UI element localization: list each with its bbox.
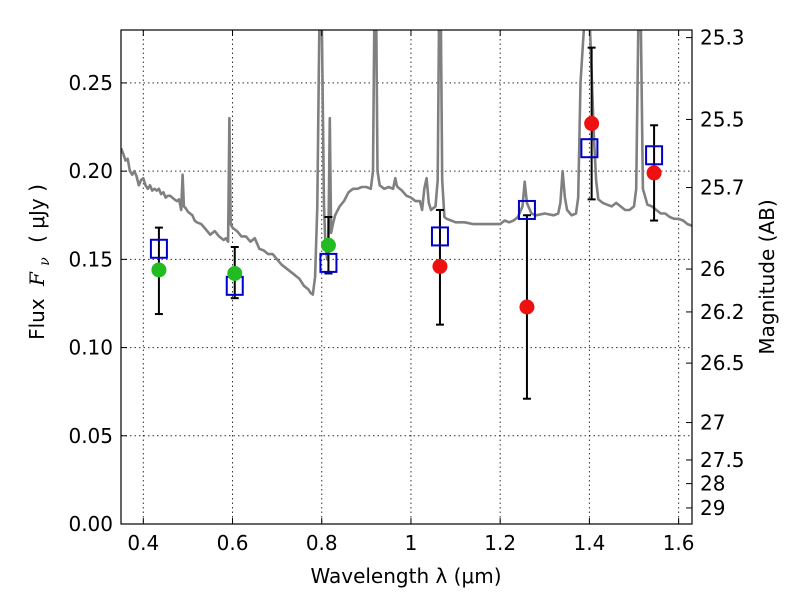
right-tick-label: 27.5 xyxy=(700,448,745,472)
right-tick-label: 26.2 xyxy=(700,300,745,324)
x-tick-label: 1.4 xyxy=(573,531,605,555)
right-tick-label: 28 xyxy=(700,472,725,496)
x-tick-labels: 0.4 0.6 0.8 1 1.2 1.4 1.6 xyxy=(127,531,694,555)
x-tick-label: 1.6 xyxy=(663,531,695,555)
observed-flux-point xyxy=(646,165,662,181)
grid-lines xyxy=(121,30,692,524)
y-tick-label: 0.20 xyxy=(68,159,113,183)
model-photometry-square xyxy=(430,226,449,247)
y-tick-label: 0.05 xyxy=(68,424,113,448)
y-tick-labels: 0.00 0.05 0.10 0.15 0.20 0.25 xyxy=(68,71,113,536)
y-tick-label: 0.00 xyxy=(68,512,113,536)
y-tick-label: 0.25 xyxy=(68,71,113,95)
right-tick-label: 27 xyxy=(700,411,725,435)
y-tick-label: 0.15 xyxy=(68,247,113,271)
observed-flux-point xyxy=(320,237,336,253)
y-axis-title-symbol: F xyxy=(25,271,49,287)
model-photometry-square xyxy=(517,199,536,220)
observed-flux-point xyxy=(151,262,167,278)
right-tick-label: 25.5 xyxy=(700,107,745,131)
y-axis-title-prefix: Flux xyxy=(25,298,49,340)
x-axis-title: Wavelength λ (μm) xyxy=(310,564,501,588)
right-tick-label: 25.7 xyxy=(700,176,745,200)
y-axis-title-unit: ( μJy ) xyxy=(25,184,49,243)
plot-area xyxy=(121,30,692,296)
right-tick-label: 26.5 xyxy=(700,351,745,375)
x-tick-label: 1 xyxy=(405,531,418,555)
y-axis-title: Flux F ν ( μJy ) xyxy=(25,184,54,340)
plot-frame xyxy=(120,29,693,525)
y-tick-label: 0.10 xyxy=(68,336,113,360)
right-tick-label: 29 xyxy=(700,496,725,520)
x-tick-label: 0.8 xyxy=(306,531,338,555)
right-axis-title: Magnitude (AB) xyxy=(755,199,779,354)
right-tick-label: 26 xyxy=(700,257,725,281)
model-photometry-square xyxy=(645,145,664,166)
x-tick-label: 0.6 xyxy=(217,531,249,555)
observed-flux-point xyxy=(519,299,535,315)
x-tick-label: 1.2 xyxy=(484,531,516,555)
observed-flux-point xyxy=(584,116,600,132)
model-photometry-square xyxy=(319,252,338,273)
y-axis-title-sub: ν xyxy=(37,257,53,266)
model-photometry-square xyxy=(580,138,599,159)
model-photometry-square xyxy=(149,238,168,259)
spectrum-line xyxy=(121,30,692,296)
data-markers xyxy=(149,46,664,400)
axis-ticks xyxy=(121,30,692,525)
x-tick-label: 0.4 xyxy=(127,531,159,555)
observed-flux-point xyxy=(227,265,243,281)
right-tick-label: 25.3 xyxy=(700,26,745,50)
observed-flux-point xyxy=(432,258,448,274)
